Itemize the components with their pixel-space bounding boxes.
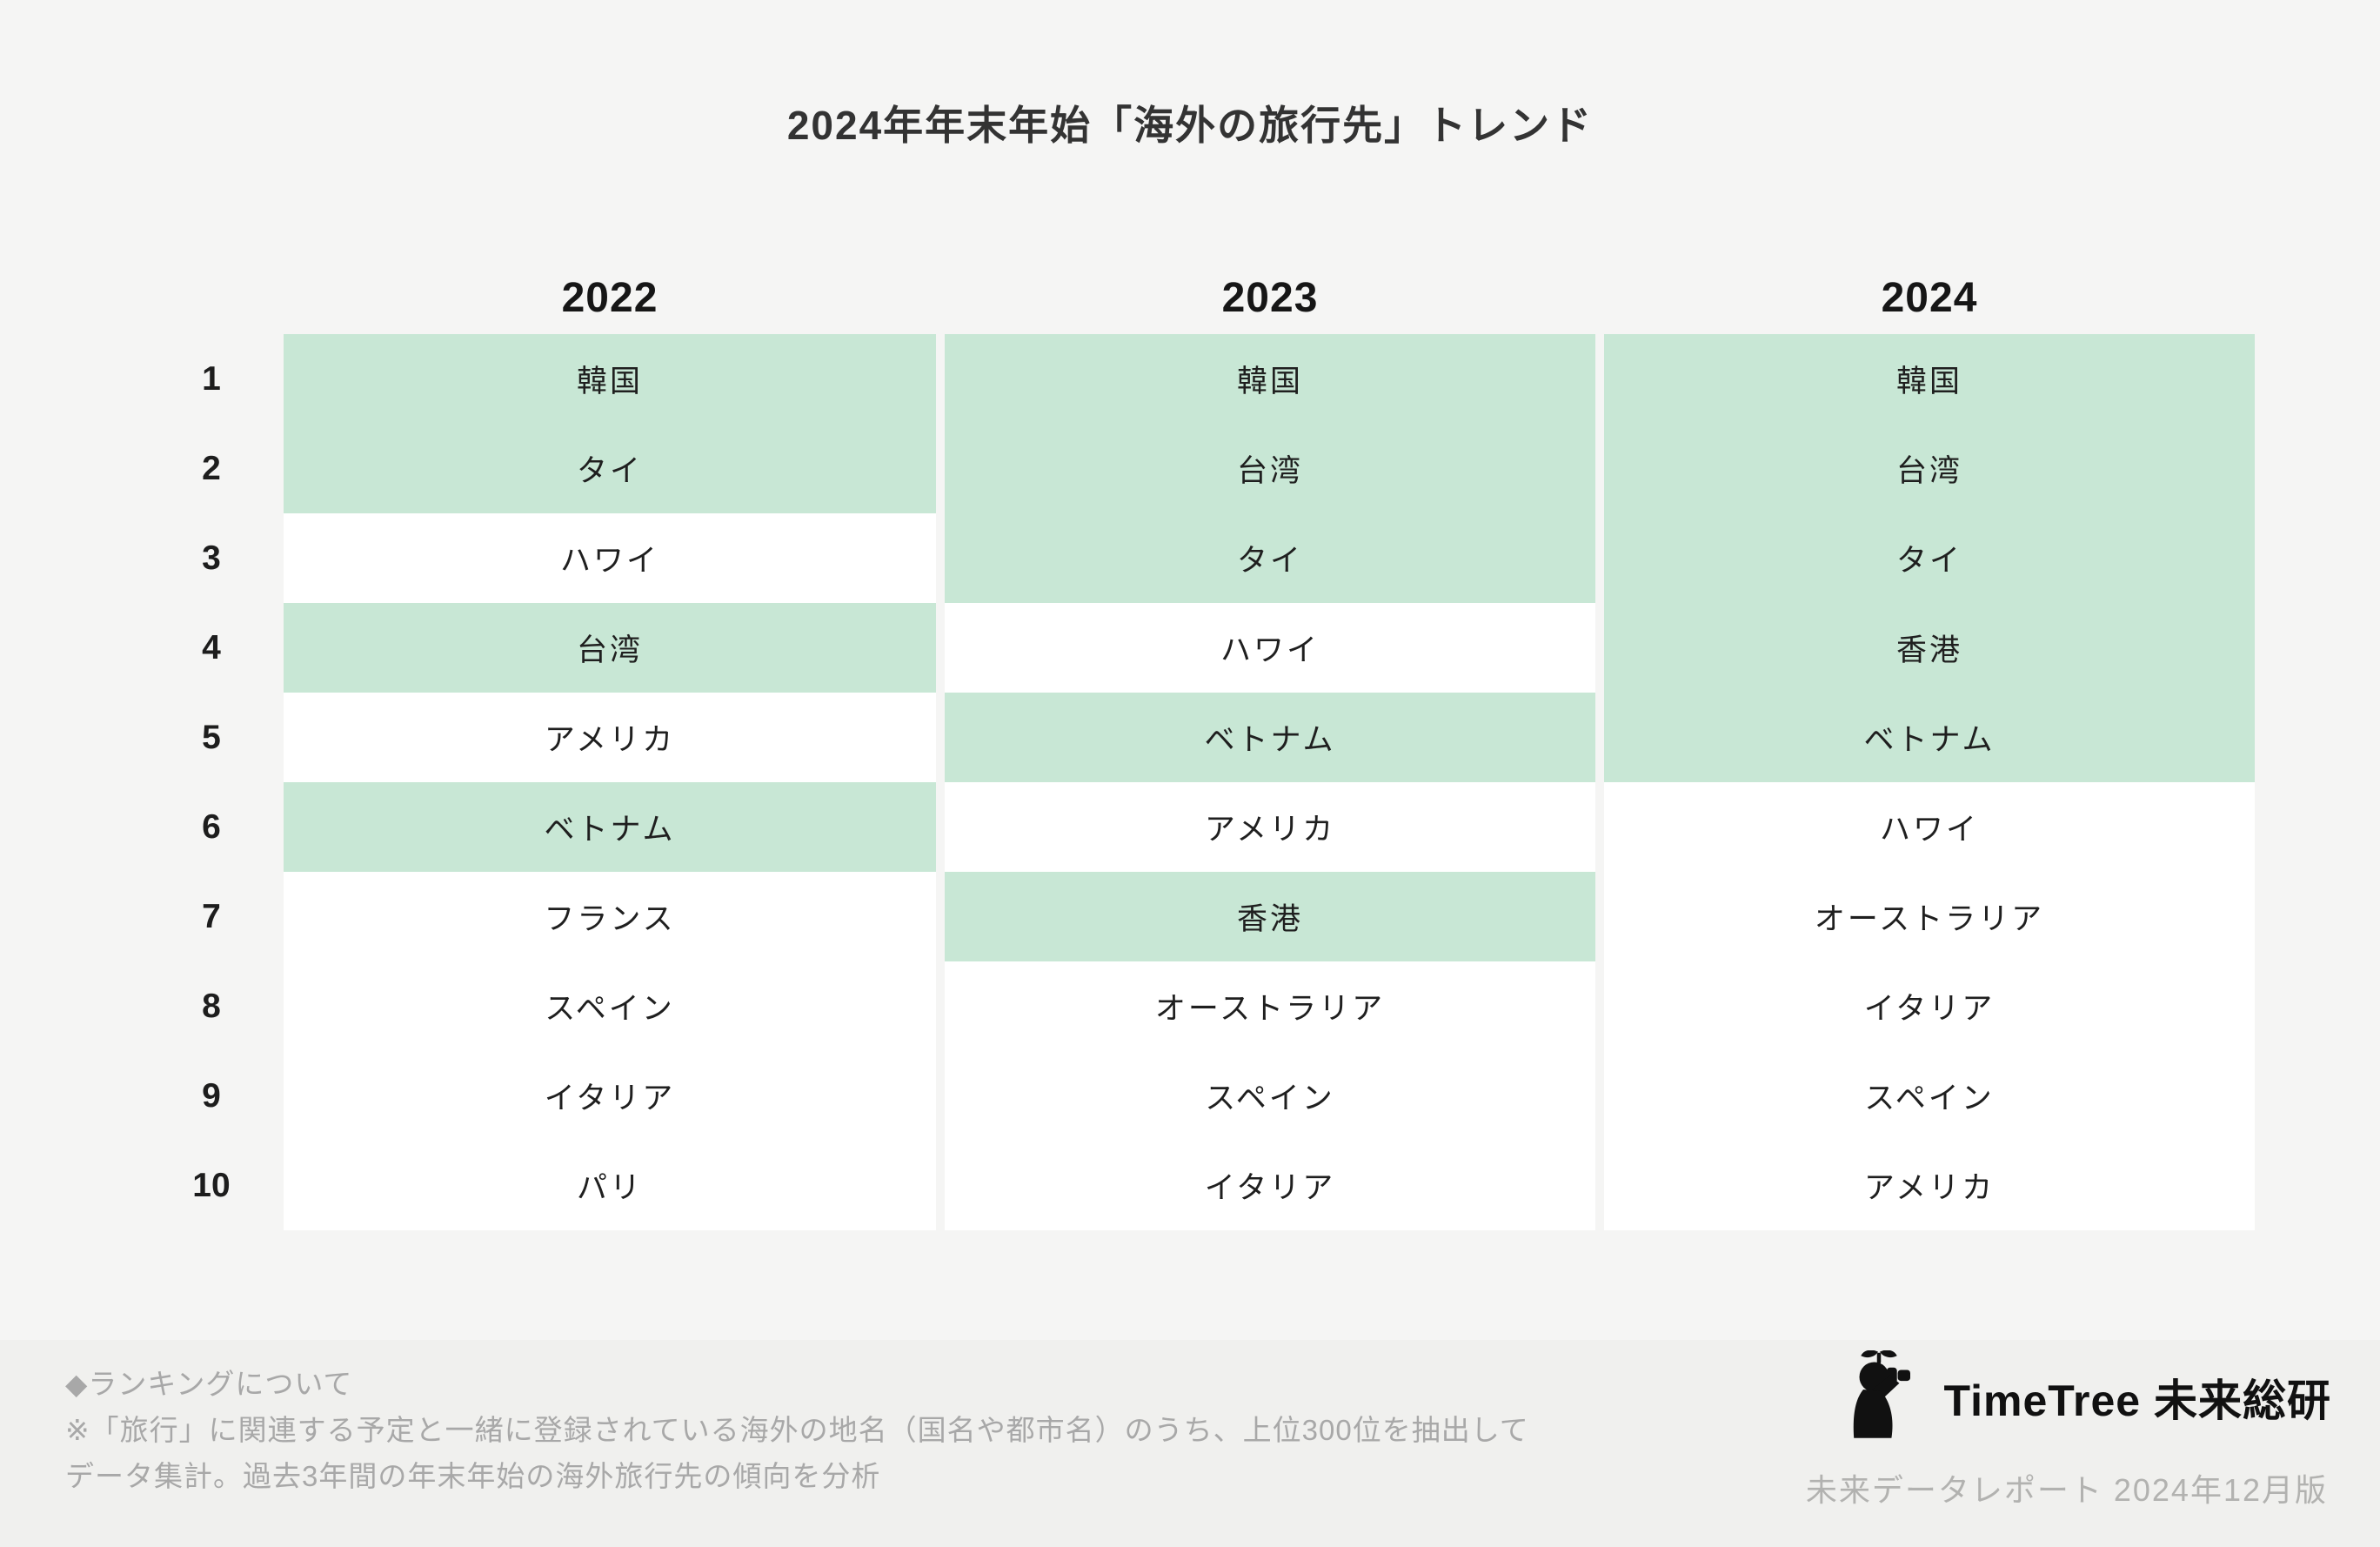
destination-cell: アメリカ	[1604, 1141, 2255, 1230]
destination-cell: オーストラリア	[945, 961, 1595, 1051]
table-row: 5 アメリカ ベトナム ベトナム	[148, 693, 2255, 782]
destination-cell: 香港	[945, 872, 1595, 961]
destination-cell: ベトナム	[945, 693, 1595, 782]
destination-cell: フランス	[284, 872, 936, 961]
table-row: 7 フランス 香港 オーストラリア	[148, 872, 2255, 961]
ranking-rows: 1 韓国 韓国 韓国 2 タイ 台湾 台湾 3 ハワイ タイ タイ 4 台湾 ハワイ 香港 5 アメリカ ベトナムベ…	[148, 334, 2255, 1230]
rank-cell: 7	[202, 897, 221, 935]
destination-cell: 香港	[1604, 603, 2255, 693]
table-row: 3 ハワイ タイ タイ	[148, 513, 2255, 603]
rank-cell: 8	[202, 987, 221, 1025]
table-row: 4 台湾 ハワイ 香港	[148, 603, 2255, 693]
ranking-notes: ◆ランキングについて ※「旅行」に関連する予定と一緒に登録されている海外の地名（…	[65, 1361, 1529, 1499]
note-line-1: ※「旅行」に関連する予定と一緒に登録されている海外の地名（国名や都市名）のうち、…	[65, 1414, 1529, 1446]
table-row: 6 ベトナム アメリカ ハワイ	[148, 782, 2255, 872]
report-edition: 未来データレポート 2024年12月版	[1805, 1472, 2328, 1508]
table-row: 10 パリ イタリア アメリカ	[148, 1141, 2255, 1230]
page-title: 2024年年末年始「海外の旅行先」トレンド	[786, 103, 1594, 148]
rank-cell: 4	[202, 628, 221, 666]
note-title: ◆ランキングについて	[65, 1368, 353, 1400]
rank-cell: 6	[202, 807, 221, 846]
rank-cell: 3	[202, 539, 221, 577]
header-rank-spacer	[148, 261, 275, 334]
destination-cell: スペイン	[284, 961, 936, 1051]
destination-cell: ハワイ	[284, 513, 936, 603]
destination-cell: 韓国	[1604, 334, 2255, 424]
destination-cell: アメリカ	[945, 782, 1595, 872]
table-header-row: 2022 2023 2024	[148, 261, 2255, 334]
destination-cell: イタリア	[945, 1141, 1595, 1230]
destination-cell: ベトナム	[1604, 693, 2255, 782]
destination-cell: イタリア	[284, 1051, 936, 1141]
rank-cell: 5	[202, 718, 221, 756]
rank-cell: 2	[202, 449, 221, 487]
destination-cell: パリ	[284, 1141, 936, 1230]
rank-cell: 9	[202, 1076, 221, 1115]
brand-name: TimeTree 未来総研	[1943, 1376, 2331, 1425]
destination-cell: 台湾	[945, 424, 1595, 513]
destination-cell: タイ	[284, 424, 936, 513]
destination-cell: スペイン	[1604, 1051, 2255, 1141]
destination-cell: タイ	[1604, 513, 2255, 603]
destination-cell: オーストラリア	[1604, 872, 2255, 961]
table-row: 8 スペイン オーストラリア イタリア	[148, 961, 2255, 1051]
table-row: 9 イタリア スペイン スペイン	[148, 1051, 2255, 1141]
rank-cell: 10	[192, 1166, 231, 1204]
brand-logo: TimeTree 未来総研	[1832, 1345, 2331, 1450]
header-year-2022: 2022	[561, 274, 659, 321]
destination-cell: スペイン	[945, 1051, 1595, 1141]
destination-cell: ベトナム	[284, 782, 936, 872]
destination-cell: ハワイ	[945, 603, 1595, 693]
header-year-2024: 2024	[1881, 274, 1978, 321]
rank-cell: 1	[202, 359, 221, 398]
header-year-2023: 2023	[1221, 274, 1319, 321]
destination-cell: アメリカ	[284, 693, 936, 782]
destination-cell: タイ	[945, 513, 1595, 603]
destination-cell: イタリア	[1604, 961, 2255, 1051]
destination-cell: 韓国	[945, 334, 1595, 424]
binoculars-mascot-icon	[1832, 1350, 1926, 1444]
ranking-table: 2022 2023 2024 1 韓国 韓国 韓国 2 タイ 台湾 台湾 3 ハワイ タイ タイ 4 台湾…	[148, 261, 2255, 1230]
destination-cell: 台湾	[1604, 424, 2255, 513]
destination-cell: ハワイ	[1604, 782, 2255, 872]
footer-bar: ◆ランキングについて ※「旅行」に関連する予定と一緒に登録されている海外の地名（…	[0, 1340, 2380, 1547]
destination-cell: 韓国	[284, 334, 936, 424]
table-row: 2 タイ 台湾 台湾	[148, 424, 2255, 513]
destination-cell: 台湾	[284, 603, 936, 693]
table-row: 1 韓国 韓国 韓国	[148, 334, 2255, 424]
note-line-2: データ集計。過去3年間の年末年始の海外旅行先の傾向を分析	[65, 1460, 881, 1492]
